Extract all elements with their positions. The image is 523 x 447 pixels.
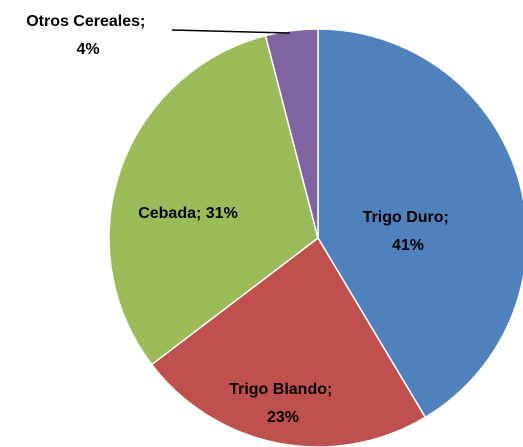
data-label: Cebada; 31% [138, 205, 238, 222]
data-label-line: Trigo Blando; [229, 381, 337, 398]
data-label-line: Otros Cereales; [26, 13, 150, 30]
pie-slice [264, 28, 319, 239]
data-label-line: 41% [392, 237, 424, 254]
data-label: Otros Cereales; 4% [26, 13, 150, 58]
pie-slice [150, 236, 427, 447]
pie-slice [317, 28, 523, 419]
data-label: Trigo Duro; 41% [363, 209, 454, 254]
data-label-line: Trigo Duro; [363, 209, 454, 226]
data-label: Trigo Blando; 23% [229, 381, 337, 426]
leader-line [171, 29, 291, 34]
pie-slice [108, 34, 319, 366]
data-label-line: 4% [76, 41, 99, 58]
data-label-line: 23% [267, 409, 299, 426]
